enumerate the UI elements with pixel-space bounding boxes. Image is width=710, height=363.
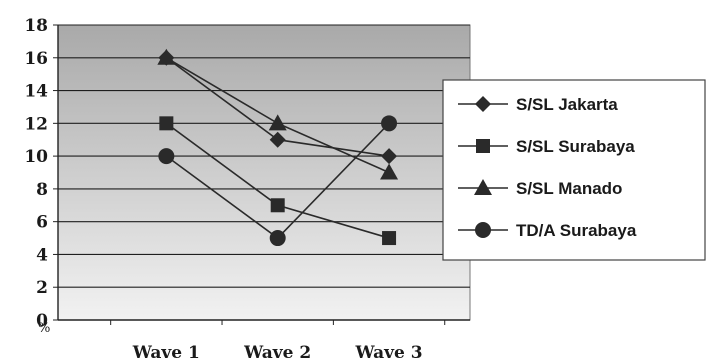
y-tick-label: 4 — [36, 245, 48, 265]
data-point-s-sl-surabaya — [382, 231, 397, 246]
legend-label-s-sl-jakarta: S/SL Jakarta — [516, 95, 618, 114]
legend-label-s-sl-manado: S/SL Manado — [516, 179, 622, 198]
y-tick-label: 8 — [36, 180, 48, 200]
data-point-s-sl-surabaya — [159, 116, 174, 131]
legend: S/SL Jakarta S/SL Surabaya S/SL Manado TD/A… — [442, 79, 706, 261]
y-tick-label: 6 — [36, 213, 48, 233]
legend-label-td-a-surabaya: TD/A Surabaya — [516, 221, 637, 240]
data-point-s-sl-jakarta — [269, 131, 286, 148]
data-point-s-sl-manado — [157, 48, 176, 65]
plot-area — [57, 24, 471, 321]
data-point-s-sl-manado — [380, 163, 399, 180]
legend-marker-s-sl-surabaya — [476, 139, 490, 153]
data-point-td-a-surabaya — [269, 230, 286, 247]
y-tick-label: 0 — [36, 311, 48, 331]
data-point-td-a-surabaya — [158, 148, 175, 165]
x-axis-ticks: Wave 1 Wave 2 Wave 3 — [110, 320, 446, 363]
y-tick-label: 16 — [24, 49, 48, 69]
y-tick-label: 12 — [24, 114, 48, 134]
y-tick-label: 14 — [24, 82, 48, 102]
data-point-s-sl-manado — [268, 114, 287, 131]
series-group — [157, 48, 399, 247]
x-tick-label: Wave 2 — [243, 343, 311, 363]
y-axis-ticks: 0 2 4 6 8 10 12 14 16 18 — [24, 16, 58, 331]
legend-marker-td-a-surabaya — [475, 222, 491, 238]
data-point-td-a-surabaya — [381, 115, 398, 132]
y-tick-label: 18 — [24, 16, 48, 36]
x-tick-label: Wave 1 — [132, 343, 200, 363]
legend-label-s-sl-surabaya: S/SL Surabaya — [516, 137, 635, 156]
y-tick-label: 10 — [24, 147, 48, 167]
gridlines — [58, 24, 470, 288]
y-axis-unit-label: % — [38, 321, 50, 336]
data-point-s-sl-surabaya — [270, 198, 285, 213]
axes — [57, 25, 470, 321]
x-tick-label: Wave 3 — [355, 343, 423, 363]
y-tick-label: 2 — [36, 278, 48, 298]
data-point-s-sl-jakarta — [381, 148, 398, 165]
legend-marker-s-sl-manado — [474, 179, 492, 195]
legend-marker-s-sl-jakarta — [475, 96, 491, 112]
